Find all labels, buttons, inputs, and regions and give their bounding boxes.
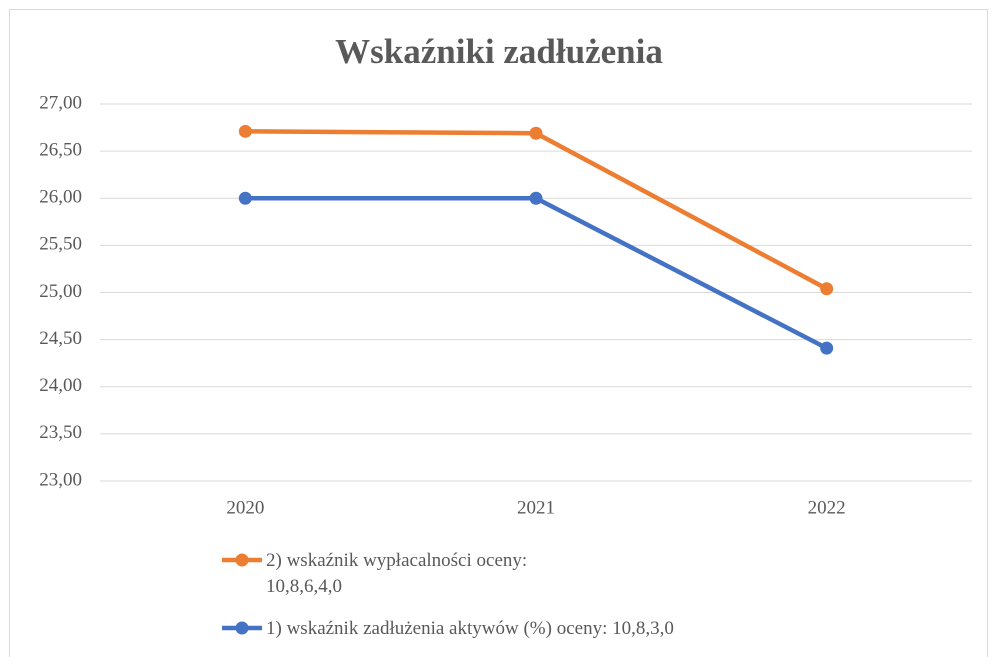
y-tick-label: 24,50 xyxy=(39,328,82,349)
legend-marker xyxy=(235,621,249,635)
point xyxy=(529,191,543,205)
y-tick-label: 25,50 xyxy=(39,234,82,255)
point xyxy=(820,282,834,296)
legend-marker xyxy=(235,553,249,567)
chart-title: Wskaźniki zadłużenia xyxy=(335,32,663,71)
point xyxy=(238,124,252,138)
y-tick-label: 27,00 xyxy=(39,92,82,113)
point xyxy=(820,341,834,355)
legend-label: 1) wskaźnik zadłużenia aktywów (%) oceny… xyxy=(266,618,674,639)
legend-label: 2) wskaźnik wypłacalności oceny: 10,8,6,… xyxy=(266,550,528,597)
x-tick-label: 2022 xyxy=(808,497,846,518)
y-tick-label: 24,00 xyxy=(39,375,82,396)
y-tick-label: 23,50 xyxy=(39,422,82,443)
point xyxy=(529,126,543,140)
chart-border xyxy=(9,9,988,657)
x-tick-label: 2020 xyxy=(226,497,264,518)
x-tick-label: 2021 xyxy=(517,497,555,518)
y-tick-label: 26,50 xyxy=(39,139,82,160)
y-tick-label: 26,00 xyxy=(39,187,82,208)
y-tick-label: 23,00 xyxy=(39,469,82,490)
y-tick-label: 25,00 xyxy=(39,281,82,302)
point xyxy=(238,191,252,205)
